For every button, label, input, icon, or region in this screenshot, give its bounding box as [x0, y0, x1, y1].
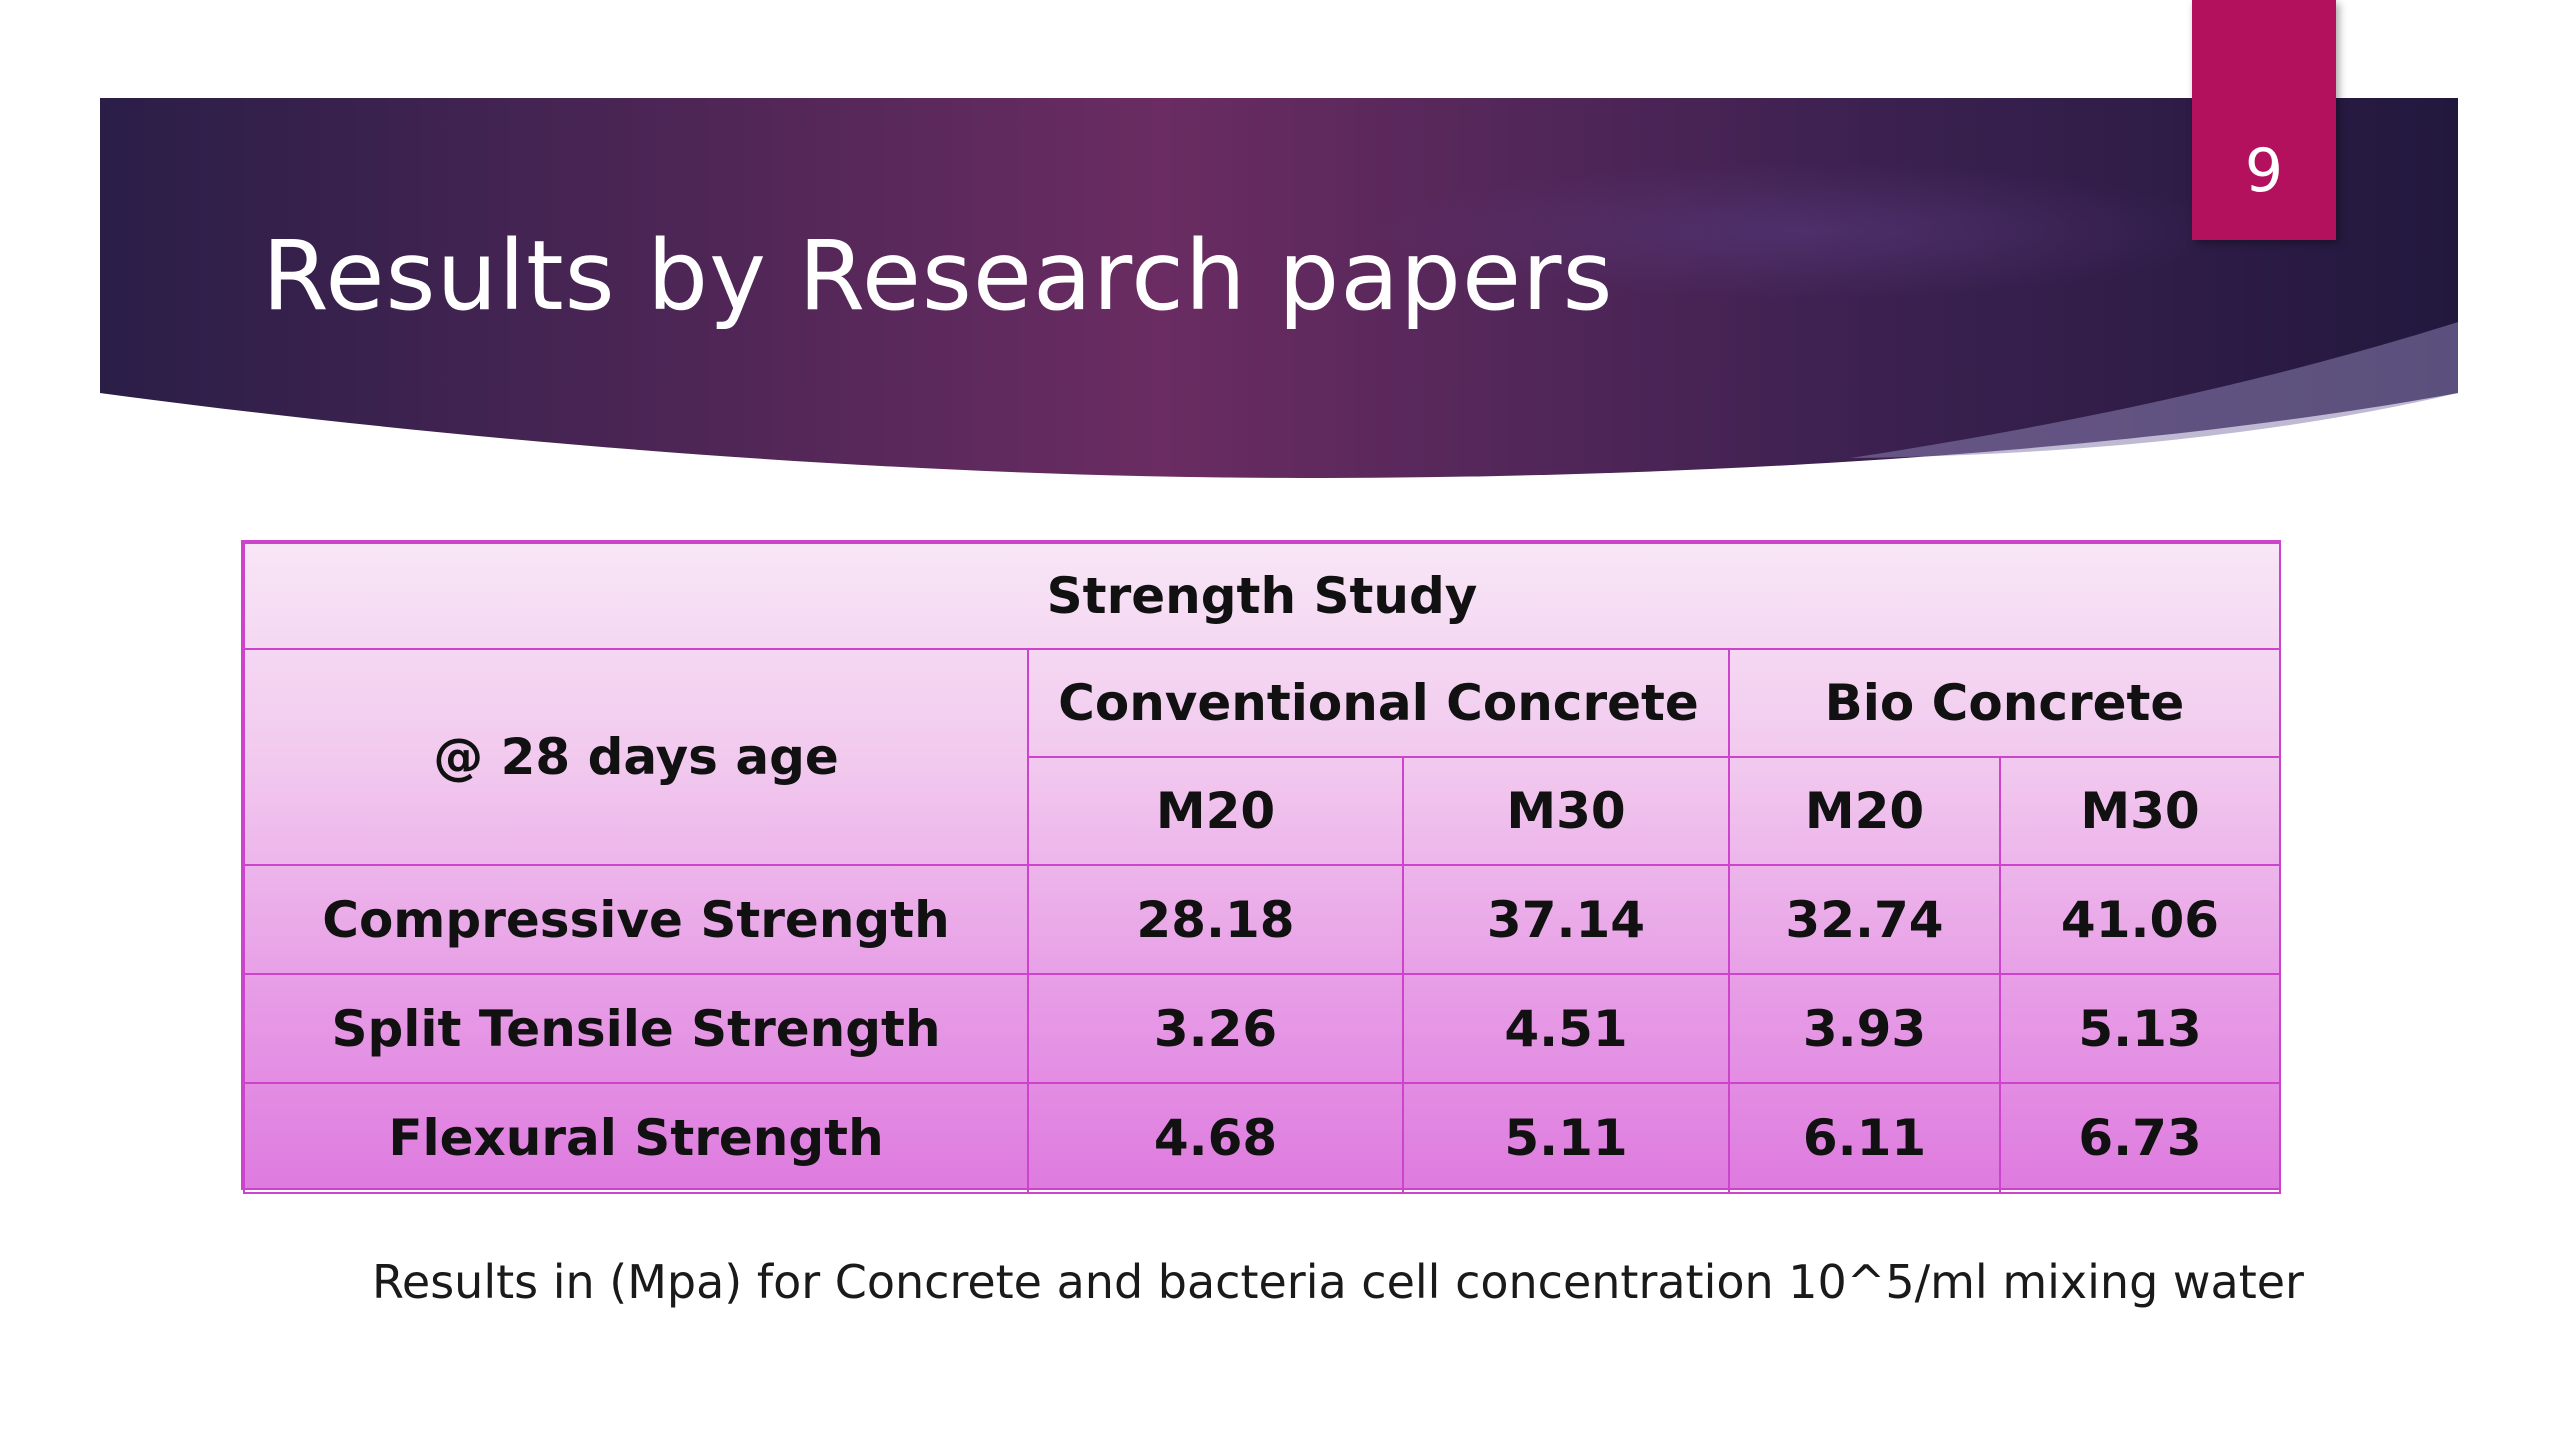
table-cell: 3.93	[1728, 973, 2001, 1084]
slide-number-tab: 9	[2192, 0, 2336, 240]
table-cell: 6.73	[1998, 1082, 2282, 1194]
table-row: Compressive Strength 28.18 37.14 32.74 4…	[243, 864, 2282, 975]
grade-header: M20	[1728, 756, 2001, 866]
row-label: Split Tensile Strength	[243, 973, 1029, 1084]
age-header: @ 28 days age	[243, 648, 1029, 866]
row-label: Flexural Strength	[243, 1082, 1029, 1194]
table-cell: 4.68	[1027, 1082, 1404, 1194]
slide-title: Results by Research papers	[262, 220, 1614, 332]
table-cell: 28.18	[1027, 864, 1404, 975]
group-header-conventional: Conventional Concrete	[1027, 648, 1730, 758]
strength-table: Strength Study @ 28 days age Conventiona…	[241, 540, 2282, 1194]
table-row: Split Tensile Strength 3.26 4.51 3.93 5.…	[243, 973, 2282, 1084]
grade-header: M20	[1027, 756, 1404, 866]
group-header-bio: Bio Concrete	[1727, 648, 2282, 758]
table-cell: 3.26	[1027, 973, 1404, 1084]
table-row: Flexural Strength 4.68 5.11 6.11 6.73	[243, 1082, 2282, 1194]
grade-header: M30	[1998, 756, 2282, 866]
table-cell: 32.74	[1728, 864, 2001, 975]
table-cell: 4.51	[1402, 973, 1730, 1084]
slide-number: 9	[2244, 136, 2284, 206]
table-cell: 5.13	[1998, 973, 2282, 1084]
table-cell: 6.11	[1728, 1082, 2001, 1194]
grade-header: M30	[1402, 756, 1730, 866]
row-label: Compressive Strength	[243, 864, 1029, 975]
footnote: Results in (Mpa) for Concrete and bacter…	[372, 1255, 2304, 1309]
table-caption: Strength Study	[242, 542, 2282, 650]
title-banner	[100, 98, 2458, 478]
table-cell: 41.06	[1998, 864, 2282, 975]
table-cell: 5.11	[1402, 1082, 1730, 1194]
table-cell: 37.14	[1402, 864, 1730, 975]
